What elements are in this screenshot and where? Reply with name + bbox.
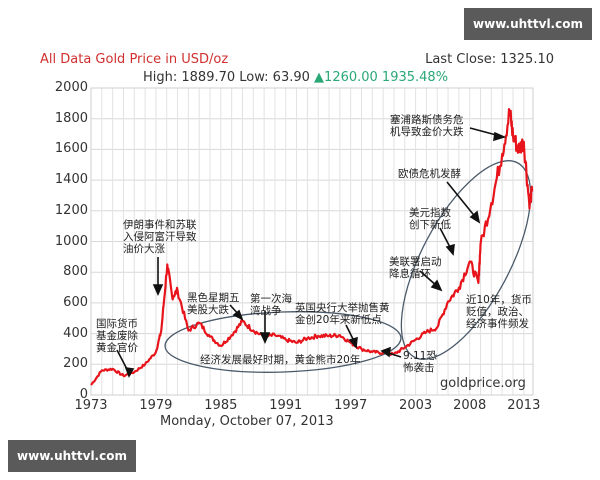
high-low: High: 1889.70 Low: 63.90: [143, 70, 310, 85]
x-tick-label: 2008: [453, 398, 487, 413]
annotation-bear-market: 经济发展最好时期，黄金熊市20年: [200, 354, 361, 366]
annotation-iran: 伊朗事件和苏联 入侵阿富汗导致 油价大涨: [123, 219, 197, 255]
y-tick-label: 1400: [54, 172, 88, 188]
annotation-cyprus: 塞浦路斯债务危 机导致金价大跌: [390, 114, 464, 138]
chart-title: All Data Gold Price in USD/oz: [40, 52, 229, 67]
bear-market-ellipse: [164, 311, 402, 373]
y-tick-label: 1800: [54, 110, 88, 126]
source-label: goldprice.org: [440, 376, 526, 391]
annotation-911: 9.11恐 怖袭击: [403, 350, 437, 374]
annotation-boe-sale: 英国央行大举抛售黄 金创20年来新低点: [295, 302, 390, 326]
x-tick-label: 1991: [269, 398, 303, 413]
y-tick-label: 2000: [54, 80, 88, 95]
x-tick-label: 2003: [399, 398, 433, 413]
y-tick-label: 1200: [54, 202, 88, 218]
x-tick-label: 1973: [74, 398, 108, 413]
watermark-badge-top: www.uhttvl.com: [464, 8, 592, 40]
annotation-arrows: [116, 127, 507, 378]
y-tick-label: 1000: [54, 233, 88, 249]
change-value: ▲1260.00 1935.48%: [314, 70, 449, 85]
y-tick-label: 0: [79, 387, 88, 402]
annotation-black-friday: 黑色星期五 美股大跌: [187, 292, 240, 316]
annotation-recent-decade: 近10年，货币 贬值，政治、 经济事件频发: [466, 294, 532, 330]
x-tick-label: 1997: [334, 398, 368, 413]
annotation-imf: 国际货币 基金废除 黄金官价: [96, 318, 138, 354]
x-tick-label: 1979: [139, 398, 173, 413]
y-tick-label: 400: [63, 325, 88, 341]
annotation-euro-crisis: 欧债危机发酵: [398, 168, 461, 180]
grid: [91, 87, 533, 396]
x-tick-label: 1985: [204, 398, 238, 413]
y-tick-label: 800: [63, 264, 88, 280]
x-tick-label: 2013: [507, 398, 541, 413]
y-tick-label: 600: [63, 294, 88, 310]
annotation-gulf-war: 第一次海 湾战争: [250, 293, 292, 317]
annotation-fed-rate-cut: 美联署启动 降息循环: [389, 256, 442, 280]
last-close: Last Close: 1325.10: [425, 52, 554, 67]
y-tick-label: 200: [63, 356, 88, 372]
chart-date: Monday, October 07, 2013: [160, 414, 334, 429]
bull-market-ellipse: [400, 160, 532, 360]
y-tick-label: 1600: [54, 141, 88, 157]
plot-frame: [90, 87, 534, 396]
watermark-badge-bottom: www.uhttvl.com: [8, 440, 136, 472]
gold-price-line: [90, 107, 534, 386]
annotation-ellipses: [164, 160, 532, 373]
annotation-dollar-index: 美元指数 创下新低: [409, 207, 451, 231]
high-low-stats: High: 1889.70 Low: 63.90 ▲1260.00 1935.4…: [143, 70, 448, 85]
